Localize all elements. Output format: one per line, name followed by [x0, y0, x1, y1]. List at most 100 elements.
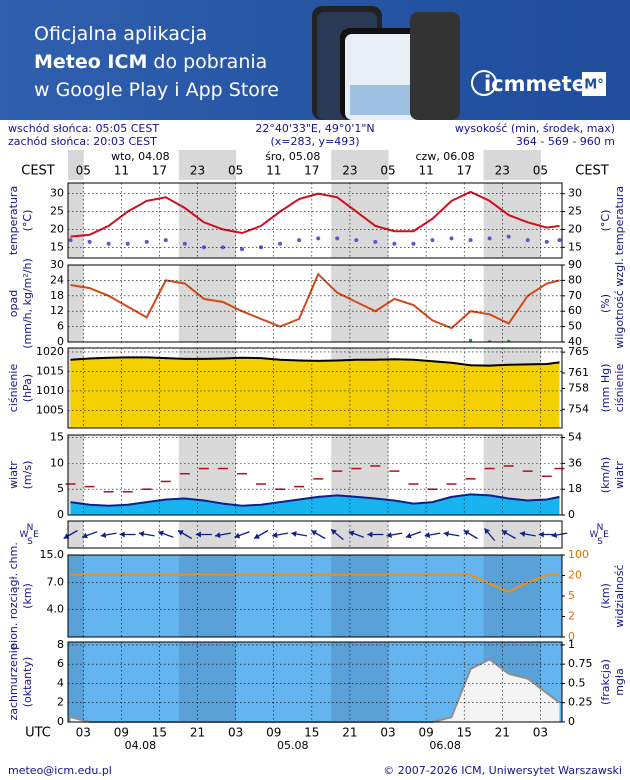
wind-arrow: [551, 532, 568, 538]
dot: [125, 241, 130, 246]
wind-arrow: [348, 530, 365, 538]
wind-arrow: [253, 529, 269, 540]
night-band: [483, 150, 541, 180]
arrow-head: [501, 530, 508, 536]
y-unit: (hPa): [21, 374, 34, 402]
y2-tick-label: 36: [568, 456, 582, 469]
dot: [354, 238, 359, 243]
night-band: [331, 150, 389, 180]
y2-tick-label: 0.25: [568, 696, 593, 709]
dot: [335, 236, 340, 241]
arrow-head: [272, 532, 278, 538]
hour-label: 11: [114, 164, 129, 178]
y-unit: (oktanty): [21, 657, 34, 708]
dot: [239, 247, 244, 252]
y2-tick-label: 90: [568, 258, 582, 271]
night-band: [331, 642, 389, 722]
wind-arrow: [501, 529, 516, 540]
panel-frame: [67, 182, 563, 259]
y2-label: wiatr: [613, 461, 626, 489]
hour-label: 03: [380, 726, 395, 740]
panel-frame: [67, 347, 563, 429]
hour-label: 21: [190, 726, 205, 740]
wind-arrow: [158, 530, 174, 538]
arrow-head: [119, 531, 125, 538]
y-label: opad: [7, 290, 20, 317]
y-tick-label: 30: [50, 258, 64, 271]
hour-label: 05: [228, 164, 243, 178]
compass-letter: S: [597, 537, 603, 547]
night-band: [178, 183, 237, 258]
night-band: [68, 435, 84, 515]
dot: [373, 239, 378, 244]
banner-bold: Meteo ICM: [34, 51, 147, 73]
y2-unit: (frakcja): [599, 659, 612, 705]
dot: [278, 241, 283, 246]
y-tick-label: 4.0: [47, 603, 65, 616]
compass-letter: W: [590, 530, 599, 540]
wind-arrow: [367, 531, 384, 538]
arrow-head: [551, 532, 558, 538]
logo-ring: [471, 70, 497, 96]
hour-label: 03: [533, 726, 548, 740]
badge-box: [582, 72, 606, 96]
date-label: czw, 06.08: [416, 150, 475, 163]
email[interactable]: meteo@icm.edu.pl: [8, 764, 112, 777]
arrow-head: [443, 531, 450, 537]
night-band: [483, 183, 541, 258]
y2-tick-label: 0: [568, 715, 575, 728]
y2-tick-label: 20: [568, 569, 582, 582]
y2-tick-label: 1: [568, 638, 575, 651]
wind-arrow: [443, 531, 460, 537]
arrow-head: [519, 531, 526, 537]
arrow-head: [138, 531, 145, 537]
night-band: [178, 642, 237, 722]
y-tick-label: 1005: [36, 403, 64, 416]
logo: icmmeteo: [484, 72, 600, 96]
wind-arrow: [483, 527, 496, 542]
y-label: pion. rozciągł. chm.: [7, 542, 20, 650]
y2-unit: (km/h): [599, 457, 612, 493]
bar: [488, 340, 492, 342]
night-band: [178, 150, 237, 180]
hour-label: 05: [380, 164, 395, 178]
wind-arrow: [195, 531, 212, 538]
y-tick-label: 18: [50, 289, 64, 302]
y-unit: (km): [21, 583, 34, 609]
wind-arrow: [424, 532, 441, 538]
panel-frame: [67, 264, 563, 343]
y-tick-label: 5: [57, 482, 64, 495]
banner-rest: do pobrania: [147, 51, 267, 73]
y2-tick-label: 0: [568, 508, 575, 521]
night-band: [331, 183, 389, 258]
dot: [220, 245, 225, 250]
y2-tick-label: 761: [568, 366, 589, 379]
hour-label: 11: [418, 164, 433, 178]
night-band: [68, 642, 84, 722]
y-tick-label: 6: [57, 657, 64, 670]
y-tick-label: 10: [50, 456, 64, 469]
wind-arrow: [519, 531, 536, 537]
hour-label: 15: [152, 726, 167, 740]
time-zone-label: CEST: [21, 164, 55, 179]
dot: [544, 239, 549, 244]
area-line: [70, 493, 560, 507]
arrow-head: [158, 530, 164, 537]
arrow-head: [331, 529, 337, 535]
y2-tick-label: 5: [568, 589, 575, 602]
bar: [507, 339, 511, 342]
dot: [430, 238, 435, 243]
wind-arrow: [386, 532, 403, 538]
y2-unit: (mm Hg): [599, 364, 612, 413]
hour-label: 03: [228, 726, 243, 740]
y2-tick-label: 0: [568, 630, 575, 643]
hour-label: 17: [304, 164, 319, 178]
hour-label: 17: [457, 164, 472, 178]
y-label: zachmurzenie: [7, 643, 20, 720]
y2-tick-label: 50: [568, 320, 582, 333]
night-band-top: [68, 150, 562, 180]
night-band: [68, 265, 84, 342]
arrow-head: [254, 533, 260, 539]
y2-tick-label: 0.75: [568, 657, 593, 670]
area: [70, 659, 560, 722]
